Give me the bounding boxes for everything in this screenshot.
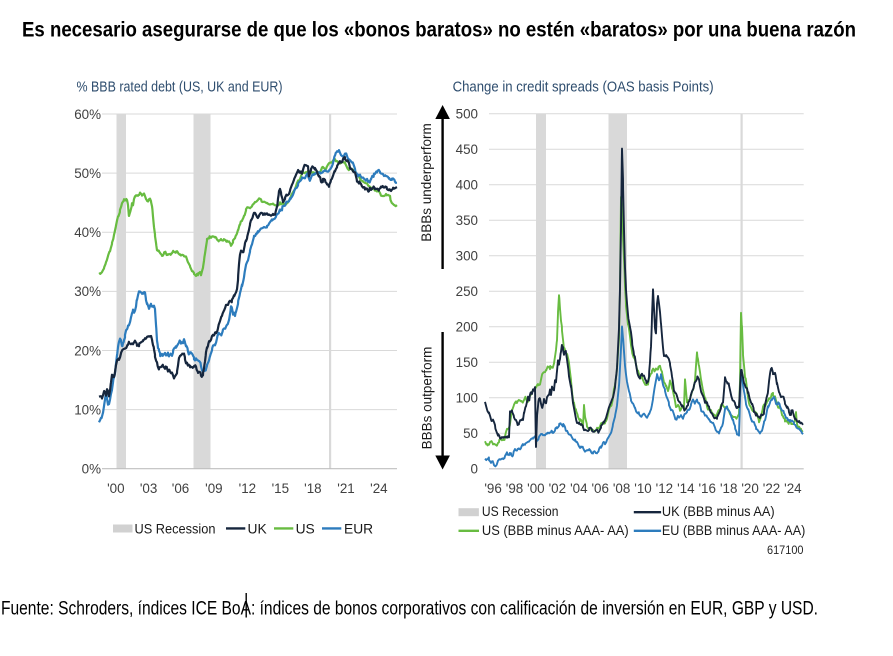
svg-text:'12: '12 [239,481,256,496]
svg-text:'20: '20 [741,481,758,496]
svg-text:150: 150 [456,355,478,370]
svg-text:'02: '02 [549,481,566,496]
svg-text:'06: '06 [591,481,608,496]
svg-text:EUR: EUR [344,522,373,537]
svg-text:617100: 617100 [767,543,804,557]
svg-text:'24: '24 [784,481,802,496]
svg-text:'18: '18 [720,481,737,496]
svg-text:'16: '16 [698,481,715,496]
svg-text:'09: '09 [205,481,222,496]
svg-text:450: 450 [456,142,478,157]
svg-text:US Recession: US Recession [135,522,216,537]
svg-text:'98: '98 [506,481,523,496]
svg-text:30%: 30% [74,284,101,299]
svg-text:60%: 60% [74,107,101,122]
svg-text:0: 0 [471,462,478,477]
svg-text:'96: '96 [484,481,501,496]
svg-text:500: 500 [456,107,478,122]
svg-text:Change in credit spreads (OAS: Change in credit spreads (OAS basis Poin… [453,79,714,96]
svg-text:40%: 40% [74,225,101,240]
svg-text:'04: '04 [570,481,588,496]
svg-text:US Recession: US Recession [482,504,559,519]
svg-text:250: 250 [456,284,478,299]
svg-text:50%: 50% [74,166,101,181]
svg-text:'00: '00 [107,481,124,496]
svg-text:350: 350 [456,213,478,228]
svg-text:'21: '21 [337,481,354,496]
svg-text:'14: '14 [677,481,695,496]
svg-text:200: 200 [456,320,478,335]
svg-text:'22: '22 [763,481,780,496]
svg-text:UK (BBB minus AA): UK (BBB minus AA) [662,504,775,519]
svg-text:% BBB rated debt (US, UK and E: % BBB rated debt (US, UK and EUR) [77,79,283,96]
svg-text:'18: '18 [304,481,321,496]
svg-text:Fuente: Schroders, índices ICE: Fuente: Schroders, índices ICE BoA: índi… [1,599,818,620]
svg-text:US: US [296,522,315,537]
svg-text:'10: '10 [634,481,651,496]
svg-text:BBBs outperform: BBBs outperform [420,347,435,450]
svg-text:'12: '12 [656,481,673,496]
svg-text:'24: '24 [370,481,388,496]
svg-text:50: 50 [463,426,478,441]
svg-text:'03: '03 [140,481,157,496]
svg-text:'06: '06 [172,481,189,496]
svg-text:US (BBB minus AAA- AA): US (BBB minus AAA- AA) [482,523,629,538]
svg-text:'00: '00 [527,481,544,496]
svg-text:Es necesario asegurarse de que: Es necesario asegurarse de que los «bono… [22,19,856,42]
svg-text:300: 300 [456,249,478,264]
svg-text:100: 100 [456,391,478,406]
svg-text:20%: 20% [74,343,101,358]
svg-text:'15: '15 [272,481,289,496]
svg-text:400: 400 [456,178,478,193]
svg-text:10%: 10% [74,402,101,417]
svg-text:UK: UK [248,522,268,537]
svg-text:'08: '08 [613,481,630,496]
svg-text:0%: 0% [82,462,101,477]
svg-text:BBBs underperform: BBBs underperform [419,123,434,242]
svg-text:EU (BBB minus AAA- AA): EU (BBB minus AAA- AA) [662,523,805,538]
